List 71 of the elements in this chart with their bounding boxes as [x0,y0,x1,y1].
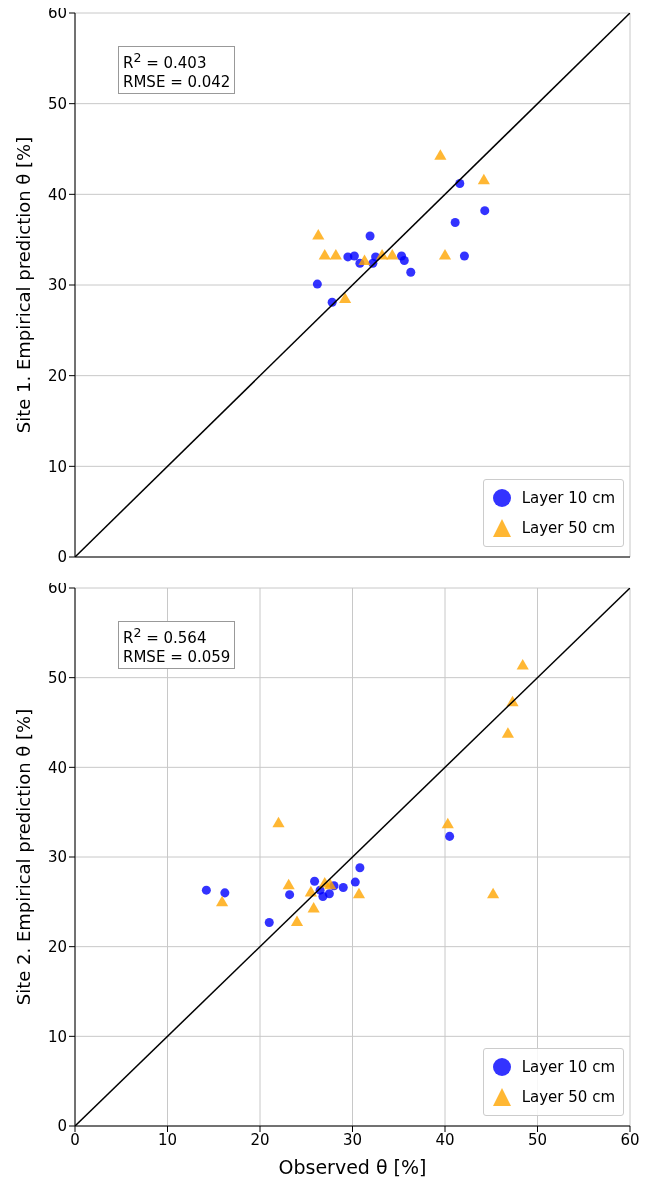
legend-label: Layer 10 cm [521,489,615,507]
y-tick-label: 20 [47,937,67,956]
x-tick-label: 50 [527,1130,548,1149]
point [477,173,490,185]
point [434,149,447,160]
x-tick-label: 60 [620,1130,640,1149]
y-tick-label: 0 [57,548,67,567]
y-tick-label: 60 [47,579,67,598]
point [312,279,322,289]
point [264,917,274,927]
x-tick-label: 10 [157,1130,178,1149]
annotation: R$^{2}$ = 0.403 [123,49,208,73]
point [441,817,454,829]
x-tick-label: 0 [70,1130,80,1149]
point [365,231,375,241]
x-tick-label: 20 [250,1130,270,1149]
point [406,267,416,277]
point [307,901,320,913]
point [318,248,331,260]
point [450,217,460,227]
annotation: RMSE = 0.059 [123,648,231,667]
y-tick-label: 50 [47,94,67,113]
legend-label: Layer 10 cm [521,1058,615,1076]
y-tick-label: 50 [47,668,67,687]
point [329,248,342,260]
point [355,863,365,873]
y-axis-title: Site 1. Empirical prediction θ [%] [13,136,35,434]
y-tick-label: 40 [47,185,67,204]
y-tick-label: 10 [47,1027,67,1046]
point [516,658,529,670]
point [358,254,371,265]
legend-label: Layer 50 cm [521,1088,615,1106]
point [487,887,500,899]
y-tick-label: 40 [47,758,67,777]
point [501,727,514,738]
text-box: R$^{2}$ = 0.403 RMSE = 0.042 [118,46,236,94]
point [352,887,366,899]
annotation: RMSE = 0.042 [123,73,231,92]
point [386,248,399,260]
point [324,889,334,899]
x-tick-label: 40 [435,1130,455,1149]
point [282,878,295,890]
point [350,877,360,887]
point [272,816,285,828]
x-axis-title: Observed θ [%] [278,1156,427,1178]
point [338,882,348,892]
point [349,251,359,261]
point [459,251,469,261]
point [324,878,337,890]
y-axis-title: Site 2. Empirical prediction θ [%] [13,708,35,1006]
y-tick-label: 30 [47,276,67,295]
point [399,256,409,266]
point [290,915,304,926]
y-tick-label: 0 [57,1117,67,1136]
point [201,885,211,895]
point [220,888,230,898]
point [216,895,229,907]
point [312,229,325,240]
annotation: R$^{2}$ = 0.564 [123,624,208,648]
point [285,890,295,900]
legend-label: Layer 50 cm [521,519,615,537]
y-tick-label: 20 [47,366,67,385]
x-tick-label: 30 [342,1130,363,1149]
point [339,292,352,304]
y-tick-label: 30 [47,848,67,867]
point [480,206,490,216]
text-box: R$^{2}$ = 0.564 RMSE = 0.059 [118,621,236,669]
point [445,831,455,841]
y-tick-label: 10 [47,457,67,476]
point [310,876,320,886]
y-tick-label: 60 [47,4,67,23]
